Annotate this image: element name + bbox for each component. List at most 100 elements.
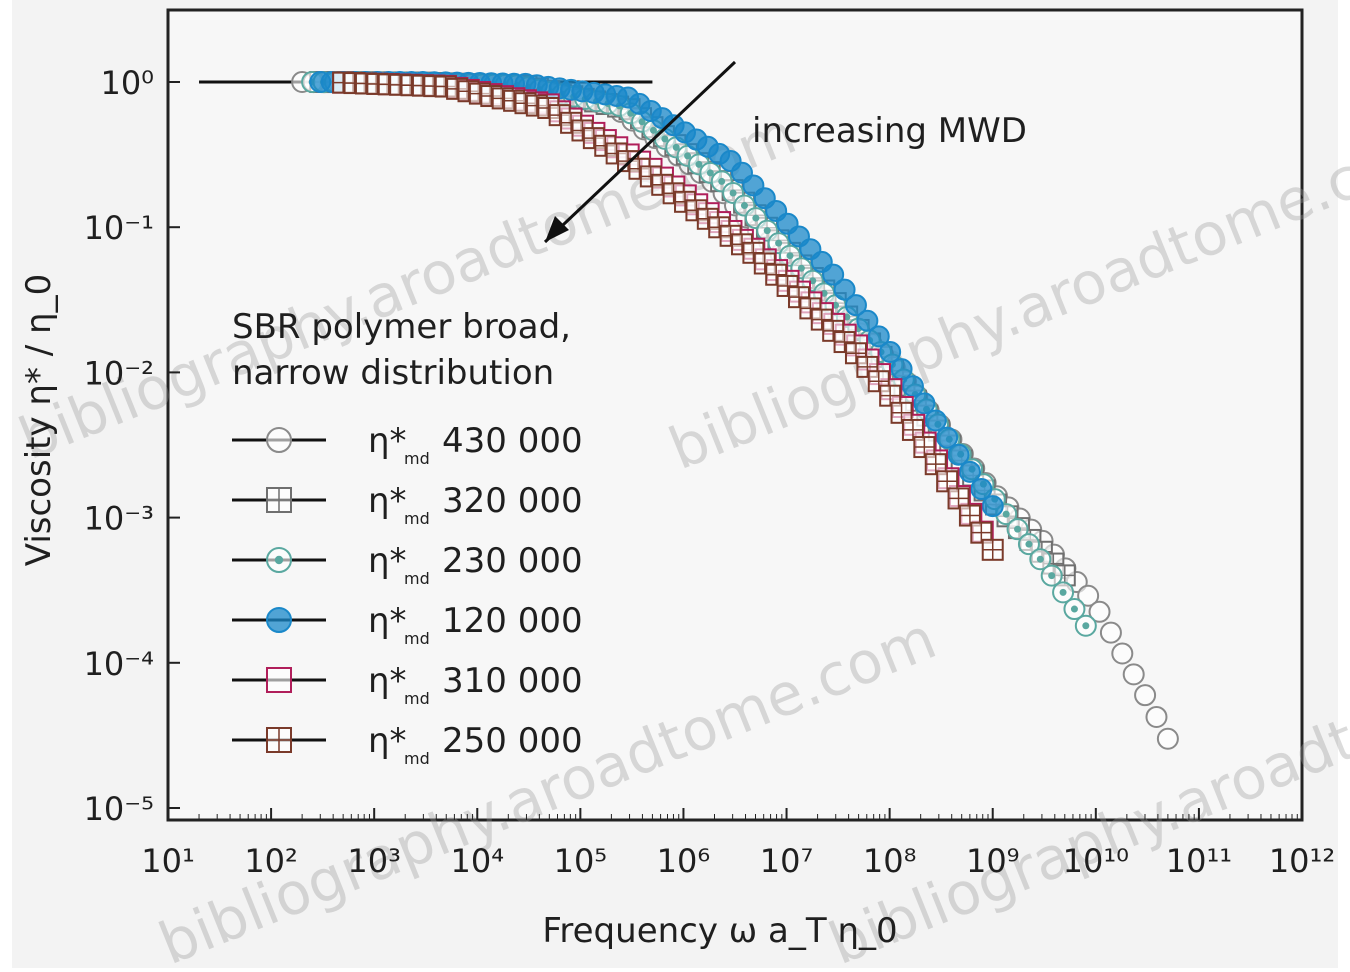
data-point-dot [1002, 510, 1010, 518]
x-tick-label: 10¹¹ [1166, 842, 1232, 880]
data-point [1134, 684, 1157, 707]
data-point-dot [763, 227, 771, 235]
data-point-dot [786, 252, 794, 260]
data-point [833, 278, 856, 301]
data-point [1156, 727, 1179, 750]
x-tick-label: 10⁷ [760, 842, 814, 880]
data-point-dot [706, 169, 714, 177]
legend-value: 320 000 [442, 481, 583, 521]
data-point [981, 495, 1004, 518]
x-tick-label: 10⁶ [657, 842, 711, 880]
data-point [867, 325, 890, 348]
y-tick-label: 10⁻⁴ [84, 645, 154, 683]
plot-frame [166, 8, 1304, 822]
data-point-dot [752, 214, 760, 222]
x-tick-label: 10⁵ [554, 842, 608, 880]
data-point [266, 607, 292, 633]
data-point [266, 427, 292, 453]
x-tick-label: 10¹ [141, 842, 195, 880]
data-point-dot [729, 189, 737, 197]
legend-label-sub: md [404, 569, 430, 588]
legend-label: η* [368, 481, 407, 521]
data-point-dot [274, 555, 284, 565]
data-point [266, 667, 292, 693]
legend-value: 250 000 [442, 721, 583, 761]
legend-label: η* [368, 721, 407, 761]
legend-value: 430 000 [442, 421, 583, 461]
data-point-dot [1014, 525, 1022, 533]
legend-title-line-2: narrow distribution [232, 353, 554, 393]
y-tick-label: 10⁰ [100, 64, 154, 102]
legend-label-sub: md [404, 689, 430, 708]
data-point-dot [638, 118, 646, 126]
y-tick-label: 10⁻³ [84, 500, 154, 538]
annotation-arrowhead [545, 216, 569, 242]
x-tick-label: 10⁹ [966, 842, 1020, 880]
data-point-dot [661, 135, 669, 143]
legend-label: η* [368, 421, 407, 461]
data-point-dot [1070, 605, 1078, 613]
data-point-dot [809, 277, 817, 285]
data-point [890, 358, 913, 381]
x-tick-label: 10³ [347, 842, 401, 880]
x-tick-label: 10⁴ [450, 842, 504, 880]
data-point [856, 309, 879, 332]
data-point-dot [740, 202, 748, 210]
data-point-dot [684, 152, 692, 160]
legend-label-sub: md [404, 449, 430, 468]
data-point [924, 409, 947, 432]
y-tick-label: 10⁻⁵ [84, 790, 154, 828]
data-point [958, 460, 981, 483]
legend-label: η* [368, 541, 407, 581]
data-point-dot [1048, 572, 1056, 580]
legend-title-line-1: SBR polymer broad, [232, 307, 571, 347]
legend-entry-4: η*md 120 000 [232, 601, 583, 648]
data-point-dot [775, 239, 783, 247]
data-point [1099, 621, 1122, 644]
annotation-arrow-line [543, 60, 737, 244]
data-point-dot [649, 126, 657, 134]
data-point-dot [1025, 540, 1033, 548]
data-point [970, 477, 993, 500]
x-tick-label: 10¹⁰ [1063, 842, 1129, 880]
annotation-text: increasing MWD [752, 111, 1027, 151]
y-axis-title: Viscosity η* / η_0 [19, 274, 59, 566]
legend-value: 310 000 [442, 661, 583, 701]
data-point [1077, 584, 1100, 607]
data-point-dot [1059, 588, 1067, 596]
x-tick-label: 10⁸ [863, 842, 917, 880]
data-point-dot [1036, 555, 1044, 563]
data-point-dot [672, 143, 680, 151]
legend-entry-2: η*md 320 000 [232, 481, 583, 528]
legend-label-sub: md [404, 629, 430, 648]
legend-label-sub: md [404, 749, 430, 768]
data-point [1111, 642, 1134, 665]
x-tick-label: 10² [244, 842, 298, 880]
data-point-dot [718, 177, 726, 185]
y-tick-label: 10⁻¹ [84, 209, 154, 247]
y-tick-label: 10⁻² [84, 354, 154, 392]
legend-entry-6: η*md 250 000 [232, 721, 583, 768]
legend-value: 120 000 [442, 601, 583, 641]
data-point [1088, 600, 1111, 623]
data-point [901, 375, 924, 398]
data-point [936, 426, 959, 449]
legend-entry-1: η*md 430 000 [232, 421, 583, 468]
data-point [1122, 663, 1145, 686]
legend-entry-5: η*md 310 000 [232, 661, 583, 708]
data-point [1145, 705, 1168, 728]
data-point [879, 340, 902, 363]
data-point-dot [695, 160, 703, 168]
legend-label: η* [368, 661, 407, 701]
series-6 [332, 71, 1004, 561]
data-point-dot [797, 264, 805, 272]
legend-label-sub: md [404, 509, 430, 528]
data-point [822, 263, 845, 286]
data-point [913, 392, 936, 415]
legend-entry-3: η*md 230 000 [232, 541, 583, 588]
x-tick-label: 10¹² [1269, 842, 1335, 880]
data-point [947, 443, 970, 466]
data-point-dot [1082, 622, 1090, 630]
